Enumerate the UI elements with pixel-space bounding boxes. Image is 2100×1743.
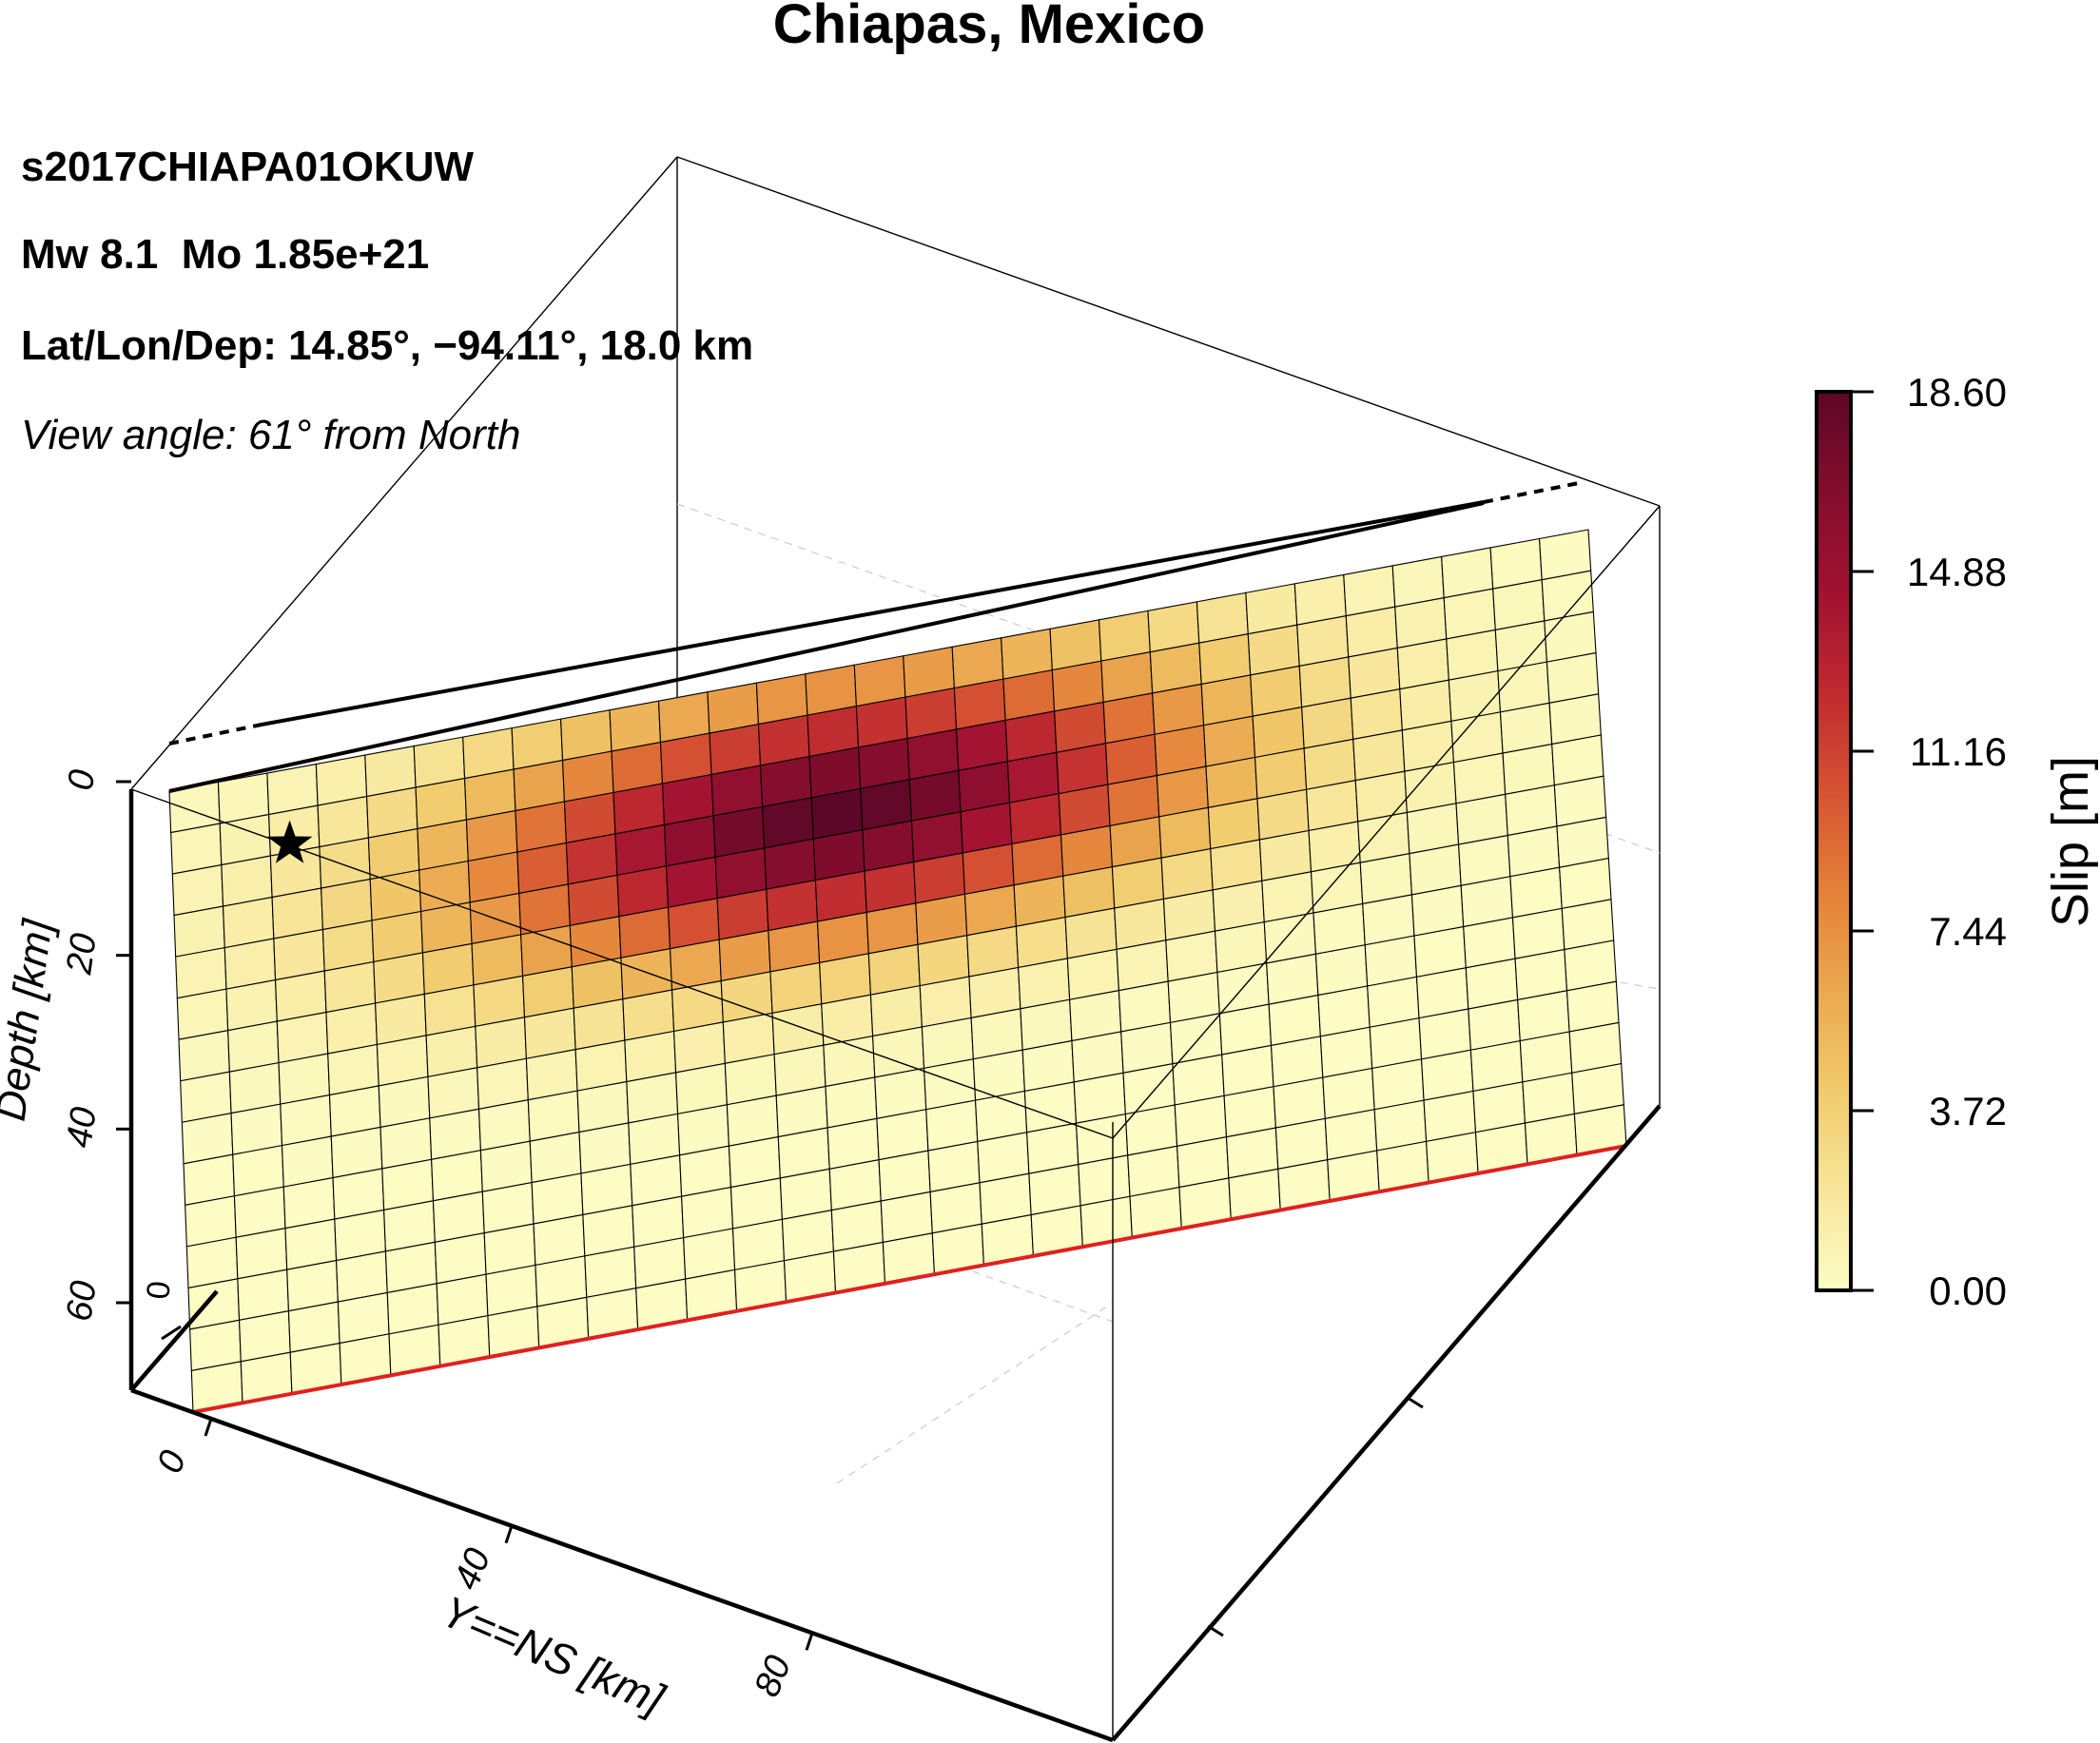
colorbar-tick-label: 3.72 [1929,1089,2007,1133]
slip-grid [168,529,1627,1413]
ns-minor-tick [1207,1624,1224,1637]
fault-top-edge-back [261,500,1485,726]
x-axis: 0 [140,1279,182,1341]
ns-minor-tick [1407,1396,1424,1409]
view-angle-text: View angle: 61° from North [21,412,521,458]
depth-tick-label: 60 [59,1278,104,1324]
colorbar-label: Slip [m] [2042,756,2099,927]
colorbar-tick-label: 14.88 [1907,550,2007,594]
colorbar-ticks: 18.60 14.88 11.16 7.44 3.72 0.00 [1851,370,2007,1313]
colorbar: 18.60 14.88 11.16 7.44 3.72 0.00 Slip [m] [1815,370,2099,1313]
depth-axis: 0 20 40 60 [59,767,131,1324]
ns-axis-label: Y==NS [km] [435,1586,672,1724]
ns-tick [204,1418,213,1437]
fault-trace [168,480,1627,1414]
fault-top-edge-dashed [168,723,262,746]
chart-title: Chiapas, Mexico [773,0,1205,55]
plot-box-front [128,505,1662,1743]
colorbar-tick-label: 0.00 [1929,1269,2007,1313]
fault-bottom-edge [192,1144,1627,1414]
colorbar-tick-label: 18.60 [1907,370,2007,415]
colorbar-ramp [1815,390,1853,1292]
event-id: s2017CHIAPA01OKUW [21,144,474,190]
x-axis-tick-label: 0 [140,1279,178,1301]
ns-tick [504,1525,514,1544]
depth-tick-label: 20 [59,931,105,978]
hypocenter-star-icon [266,820,313,863]
plot-box-back [130,156,1661,1165]
colorbar-tick-label: 7.44 [1929,909,2007,954]
ns-tick [805,1632,814,1651]
magnitude-text: Mw 8.1 Mo 1.85e+21 [21,231,429,278]
fault-top-edge [168,501,1485,793]
depth-tick-label: 0 [61,767,104,793]
depth-tick-label: 40 [59,1105,104,1151]
ns-tick-label: 0 [149,1445,194,1479]
colorbar-tick-label: 11.16 [1910,729,2007,774]
fault-top-edge-dashed-right [1483,480,1585,504]
depth-axis-label: Depth [km] [0,915,62,1123]
hypocenter-text: Lat/Lon/Dep: 14.85°, −94.11°, 18.0 km [21,322,753,369]
ns-tick-label: 80 [747,1650,799,1702]
